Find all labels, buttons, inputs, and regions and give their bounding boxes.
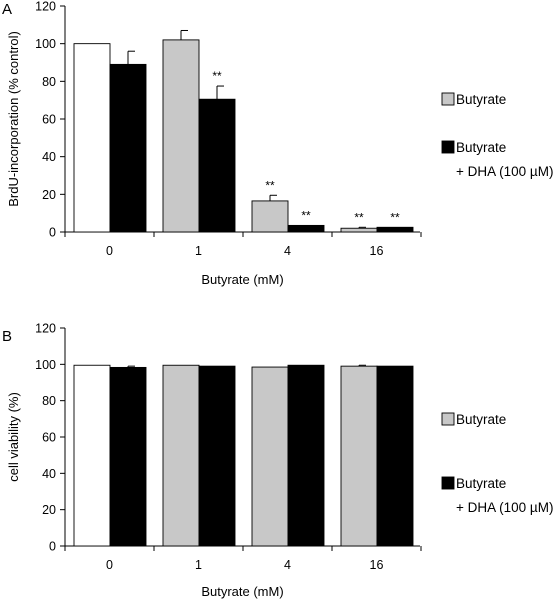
y-tick-label: 60	[42, 113, 56, 127]
bar	[109, 63, 147, 233]
panel-label: A	[2, 1, 12, 18]
legend: Butyrate Butyrate + DHA (100 µM)	[441, 412, 553, 515]
bar	[198, 98, 236, 233]
y-tick-label: 20	[42, 188, 56, 202]
significance-label: **	[390, 210, 400, 224]
y-tick-label: 60	[42, 431, 56, 445]
y-tick-label: 120	[35, 0, 56, 14]
chart-panel-a: A 0 20 40 60 80 100 120 0 ** 1 ** ** 4 ** ** 16 Butyrate …	[2, 0, 553, 287]
y-axis-title: BrdU-incorporation (% control)	[6, 31, 21, 207]
legend-swatch	[441, 412, 455, 426]
legend-label: Butyrate	[456, 412, 506, 427]
chart-panel-b: B 0 20 40 60 80 100 120 0 1 4 16 Butyrate (mM) cell v…	[2, 322, 553, 600]
y-tick-label: 100	[35, 37, 56, 51]
y-tick-label: 40	[42, 150, 56, 164]
bar	[376, 365, 414, 547]
y-tick-label: 0	[49, 226, 56, 240]
bar	[162, 39, 200, 233]
legend-label-line2: + DHA (100 µM)	[456, 500, 553, 515]
y-tick-label: 40	[42, 467, 56, 481]
y-tick-label: 20	[42, 503, 56, 517]
x-tick-label: 0	[106, 558, 113, 572]
bar	[73, 364, 111, 547]
x-axis-title: Butyrate (mM)	[201, 584, 283, 599]
legend-swatch	[441, 140, 455, 154]
legend-swatch	[441, 92, 455, 106]
y-tick-label: 80	[42, 75, 56, 89]
bar	[162, 364, 200, 547]
legend-label: Butyrate	[456, 92, 506, 107]
y-axis-title: cell viability (%)	[6, 392, 21, 482]
legend-label-line2: + DHA (100 µM)	[456, 164, 553, 179]
y-tick-label: 100	[35, 358, 56, 372]
x-tick-label: 4	[284, 558, 291, 572]
bar	[198, 365, 236, 547]
bar	[73, 43, 111, 233]
bar	[287, 364, 325, 547]
y-tick-label: 120	[35, 322, 56, 336]
x-tick-label: 1	[195, 558, 202, 572]
legend-label: Butyrate	[456, 140, 506, 155]
legend-swatch	[441, 476, 455, 490]
bar	[251, 200, 289, 233]
bar	[376, 226, 414, 233]
y-tick-label: 80	[42, 394, 56, 408]
bar	[287, 224, 325, 233]
x-tick-label: 16	[370, 244, 384, 258]
bar	[340, 227, 378, 233]
x-tick-label: 0	[106, 244, 113, 258]
x-axis-title: Butyrate (mM)	[201, 272, 283, 287]
x-tick-label: 4	[284, 244, 291, 258]
bar	[109, 366, 147, 547]
significance-label: **	[212, 69, 222, 83]
significance-label: **	[354, 210, 364, 224]
x-tick-label: 1	[195, 244, 202, 258]
bar	[340, 365, 378, 547]
bar	[251, 366, 289, 547]
legend-label: Butyrate	[456, 476, 506, 491]
significance-label: **	[301, 208, 311, 222]
panel-label: B	[2, 328, 12, 345]
significance-label: **	[265, 178, 275, 192]
y-tick-label: 0	[49, 540, 56, 554]
x-tick-label: 16	[370, 558, 384, 572]
legend: Butyrate Butyrate + DHA (100 µM)	[441, 92, 553, 179]
